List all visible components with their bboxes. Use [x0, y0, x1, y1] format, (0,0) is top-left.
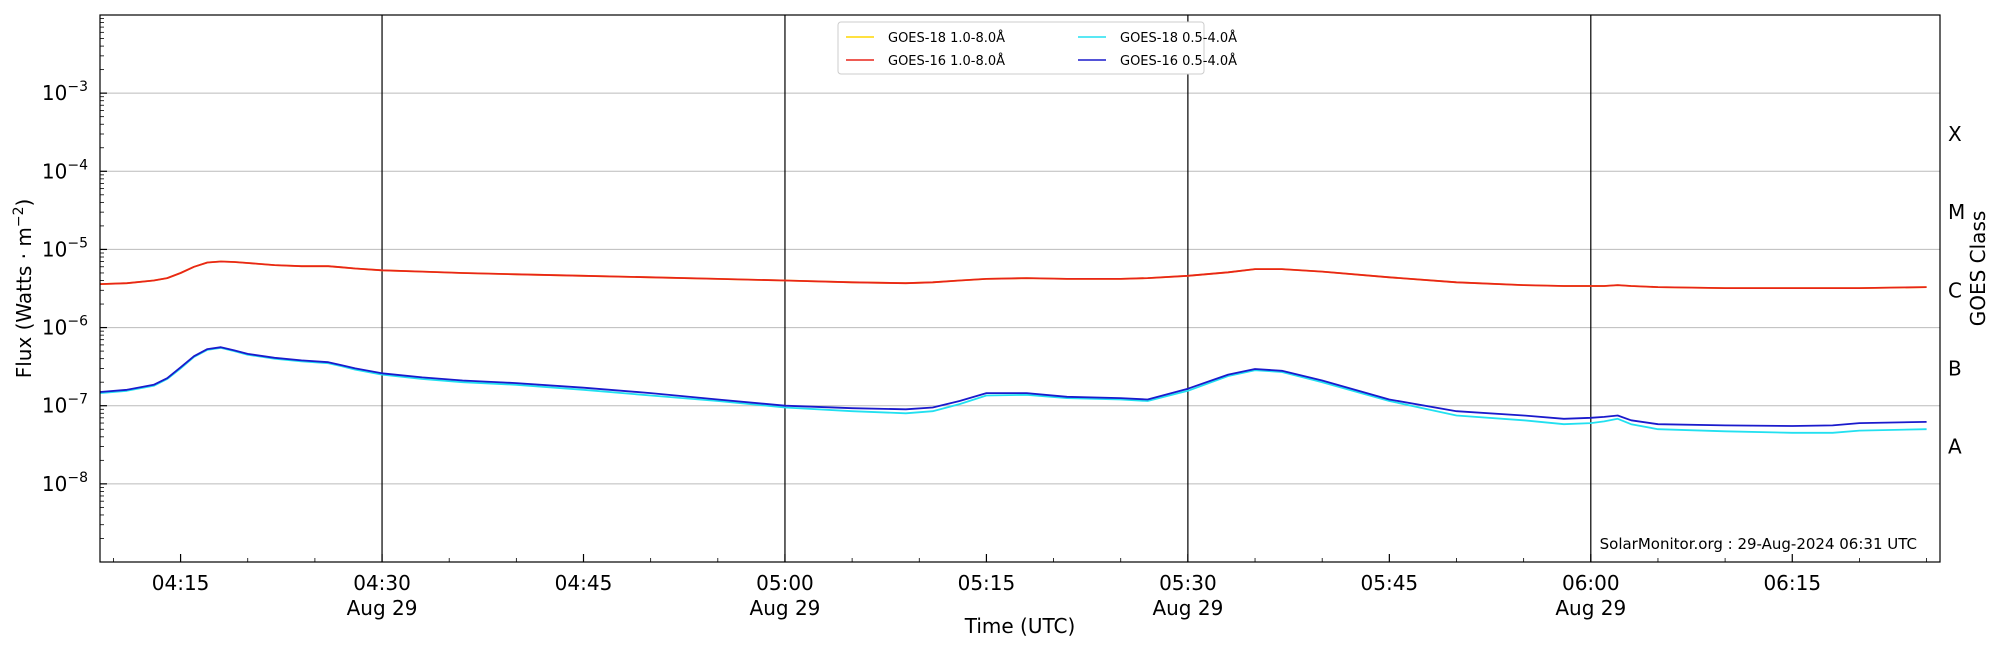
plot-frame	[99, 14, 1941, 563]
y-tick-label-1: 10−7	[42, 392, 88, 418]
y-tick-label-exp-3: −5	[67, 235, 88, 251]
y-axis-title-main: Flux (Watts · m	[12, 227, 36, 378]
y-tick-label-0: 10−8	[42, 470, 88, 496]
x-tick-date-3: Aug 29	[750, 596, 821, 620]
y-axis-title-close: )	[12, 199, 36, 207]
goes-class-labels: X M C B A	[1948, 122, 1965, 459]
series-line-goes-16-0-5-4-0-	[99, 346, 1927, 427]
series-line-goes-18-0-5-4-0-	[99, 346, 1927, 434]
x-tick-date-5: Aug 29	[1152, 596, 1223, 620]
y-axis-ticks: 10−810−710−610−510−410−3	[42, 18, 107, 539]
y-tick-label-4: 10−4	[42, 157, 88, 183]
x-tick-label-5: 05:30	[1159, 571, 1217, 595]
legend-label-2: GOES-18 0.5-4.0Å	[1120, 30, 1237, 46]
goes-class-x: X	[1948, 122, 1962, 146]
y-tick-label-exp-0: −8	[67, 470, 88, 486]
goes-class-a: A	[1948, 435, 1962, 459]
y-tick-label-base-5: 10	[42, 81, 67, 105]
x-tick-date-7: Aug 29	[1555, 596, 1626, 620]
legend-label-3: GOES-16 0.5-4.0Å	[1120, 53, 1237, 69]
goes-class-axis-title: GOES Class	[1966, 211, 1990, 327]
y-tick-label-exp-4: −4	[67, 157, 88, 173]
date-boundary-lines	[381, 15, 1592, 562]
y-tick-label-exp-5: −3	[67, 79, 88, 95]
x-tick-label-6: 05:45	[1361, 571, 1419, 595]
y-tick-label-exp-1: −7	[67, 392, 88, 408]
x-axis-title: Time (UTC)	[964, 614, 1076, 638]
series-line-goes-16-1-0-8-0-	[99, 260, 1927, 290]
x-tick-label-2: 04:45	[555, 571, 613, 595]
y-tick-label-exp-2: −6	[67, 314, 88, 330]
legend-label-0: GOES-18 1.0-8.0Å	[888, 30, 1005, 46]
x-tick-label-3: 05:00	[756, 571, 814, 595]
y-tick-label-2: 10−6	[42, 314, 88, 340]
legend-label-1: GOES-16 1.0-8.0Å	[888, 53, 1005, 69]
x-tick-date-1: Aug 29	[347, 596, 418, 620]
x-tick-label-0: 04:15	[152, 571, 210, 595]
grid-layer	[100, 92, 1940, 485]
series-line-goes-18-1-0-8-0-	[99, 260, 1927, 290]
x-tick-label-8: 06:15	[1763, 571, 1821, 595]
y-tick-label-base-4: 10	[42, 159, 67, 183]
x-tick-label-4: 05:15	[958, 571, 1016, 595]
goes-class-c: C	[1948, 278, 1962, 302]
series-layer	[99, 260, 1927, 434]
x-tick-label-7: 06:00	[1562, 571, 1620, 595]
y-tick-label-3: 10−5	[42, 235, 88, 261]
goes-class-m: M	[1948, 200, 1965, 224]
y-tick-label-base-2: 10	[42, 316, 67, 340]
credit-text: SolarMonitor.org : 29-Aug-2024 06:31 UTC	[1600, 535, 1917, 553]
y-axis-title-sup: −2	[11, 207, 27, 228]
legend-box	[837, 21, 1205, 75]
y-axis-title: Flux (Watts · m−2)	[11, 199, 36, 379]
y-tick-label-base-1: 10	[42, 394, 67, 418]
y-tick-label-base-0: 10	[42, 472, 67, 496]
y-tick-label-5: 10−3	[42, 79, 88, 105]
x-tick-label-1: 04:30	[353, 571, 411, 595]
legend: GOES-18 1.0-8.0Å GOES-16 1.0-8.0Å GOES-18 …	[837, 21, 1237, 75]
goes-class-b: B	[1948, 356, 1962, 380]
y-tick-label-base-3: 10	[42, 237, 67, 261]
